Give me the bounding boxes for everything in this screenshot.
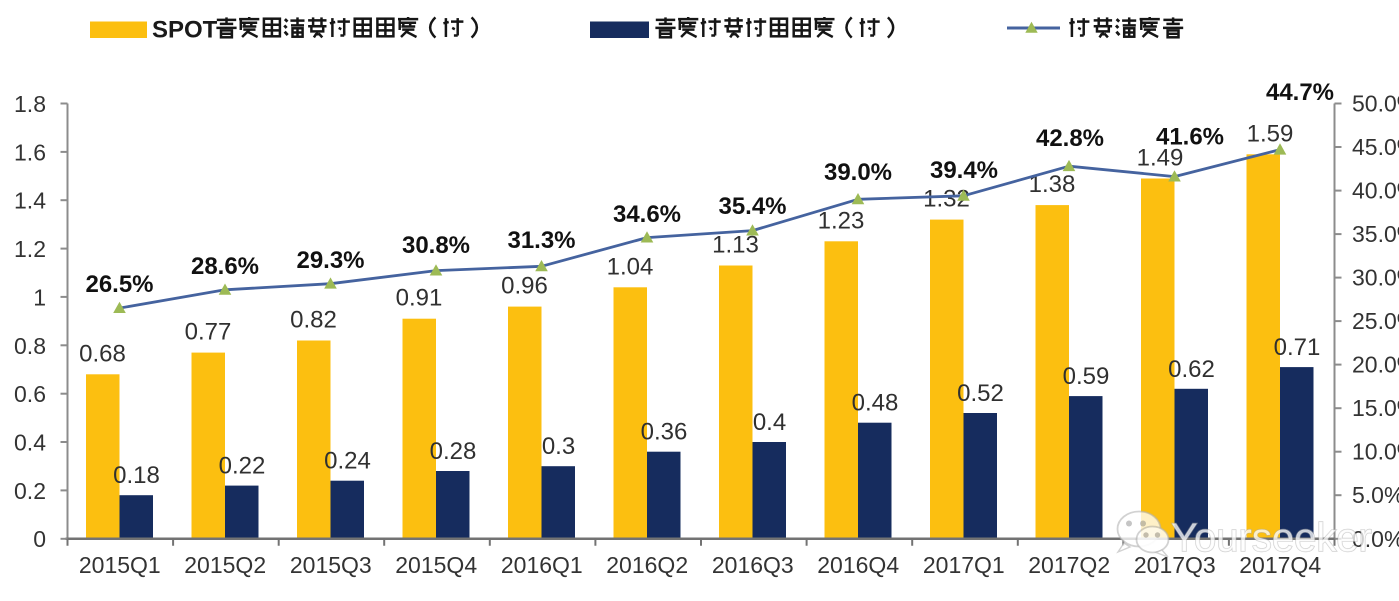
svg-text:30.8%: 30.8% (402, 232, 470, 259)
svg-text:42.8%: 42.8% (1036, 125, 1104, 152)
svg-text:0.22: 0.22 (219, 453, 266, 480)
svg-text:39.0%: 39.0% (824, 159, 892, 186)
svg-text:30.0%: 30.0% (1352, 265, 1399, 291)
svg-text:1.49: 1.49 (1137, 145, 1184, 172)
svg-text:0.24: 0.24 (324, 448, 371, 475)
svg-text:0.3: 0.3 (542, 433, 575, 460)
svg-text:0.82: 0.82 (290, 307, 337, 334)
svg-text:1.23: 1.23 (818, 207, 865, 234)
svg-text:0.2: 0.2 (14, 478, 46, 504)
svg-text:1.8: 1.8 (14, 91, 46, 117)
svg-text:Yourseeker: Yourseeker (1171, 516, 1372, 560)
svg-text:50.0%: 50.0% (1352, 91, 1399, 117)
svg-text:28.6%: 28.6% (191, 253, 259, 280)
svg-text:0.4: 0.4 (753, 409, 786, 436)
svg-text:1: 1 (33, 284, 46, 310)
svg-text:15.0%: 15.0% (1352, 395, 1399, 421)
svg-text:35.0%: 35.0% (1352, 221, 1399, 247)
svg-text:44.7%: 44.7% (1266, 79, 1334, 106)
svg-text:SPOT: SPOT (152, 17, 218, 44)
svg-text:0.18: 0.18 (113, 462, 160, 489)
svg-text:1.04: 1.04 (607, 253, 654, 280)
svg-text:31.3%: 31.3% (507, 227, 575, 254)
svg-text:2016Q4: 2016Q4 (817, 552, 899, 578)
svg-text:26.5%: 26.5% (85, 271, 153, 298)
svg-text:0.71: 0.71 (1274, 334, 1321, 361)
svg-text:2015Q4: 2015Q4 (395, 552, 477, 578)
svg-text:0.59: 0.59 (1063, 363, 1110, 390)
svg-text:0.6: 0.6 (14, 381, 46, 407)
svg-text:35.4%: 35.4% (718, 193, 786, 220)
svg-text:0.77: 0.77 (185, 319, 232, 346)
svg-text:0.28: 0.28 (430, 438, 477, 465)
svg-text:34.6%: 34.6% (613, 201, 681, 228)
svg-text:0.48: 0.48 (852, 390, 899, 417)
svg-text:20.0%: 20.0% (1352, 352, 1399, 378)
svg-text:1.6: 1.6 (14, 139, 46, 165)
svg-text:10.0%: 10.0% (1352, 439, 1399, 465)
svg-text:2017Q1: 2017Q1 (923, 552, 1005, 578)
svg-text:2015Q3: 2015Q3 (290, 552, 372, 578)
svg-text:1.59: 1.59 (1247, 120, 1294, 147)
svg-text:0.68: 0.68 (79, 340, 126, 367)
svg-text:45.0%: 45.0% (1352, 134, 1399, 160)
svg-text:0.96: 0.96 (501, 273, 548, 300)
svg-text:0.8: 0.8 (14, 333, 46, 359)
svg-text:2016Q3: 2016Q3 (712, 552, 794, 578)
svg-text:0.52: 0.52 (957, 380, 1004, 407)
svg-text:2017Q3: 2017Q3 (1134, 552, 1216, 578)
svg-text:2016Q2: 2016Q2 (606, 552, 688, 578)
svg-text:40.0%: 40.0% (1352, 178, 1399, 204)
svg-text:2016Q1: 2016Q1 (501, 552, 583, 578)
svg-text:0.4: 0.4 (14, 430, 46, 456)
svg-text:2017Q2: 2017Q2 (1028, 552, 1110, 578)
svg-text:1.4: 1.4 (14, 188, 46, 214)
svg-text:39.4%: 39.4% (930, 157, 998, 184)
svg-text:5.0%: 5.0% (1352, 482, 1399, 508)
svg-text:0.0%: 0.0% (1352, 526, 1399, 552)
svg-text:0: 0 (33, 526, 46, 552)
svg-text:2015Q2: 2015Q2 (184, 552, 266, 578)
svg-text:25.0%: 25.0% (1352, 308, 1399, 334)
svg-text:2015Q1: 2015Q1 (79, 552, 161, 578)
svg-text:1.13: 1.13 (712, 232, 759, 259)
svg-text:0.62: 0.62 (1168, 356, 1215, 383)
svg-text:1.2: 1.2 (14, 236, 46, 262)
svg-text:2017Q4: 2017Q4 (1239, 552, 1321, 578)
svg-text:29.3%: 29.3% (296, 247, 364, 274)
svg-text:0.36: 0.36 (641, 419, 688, 446)
svg-text:41.6%: 41.6% (1156, 124, 1224, 151)
svg-text:0.91: 0.91 (396, 285, 443, 312)
